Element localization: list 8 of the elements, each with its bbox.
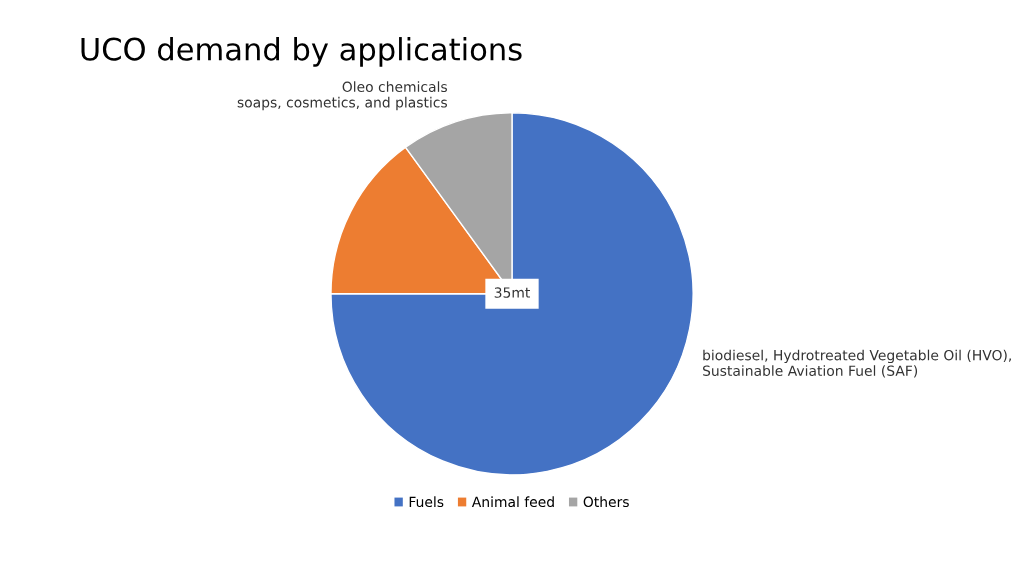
legend-label: Animal feed xyxy=(471,496,554,508)
legend-label: Fuels xyxy=(409,496,444,508)
legend-label: Others xyxy=(583,496,629,508)
pie-slice xyxy=(330,112,694,476)
text: 35mt xyxy=(494,287,530,298)
text: biodiesel, Hydrotreated Vegetable Oil (HVO), Sustainable Aviation Fuel (SAF) xyxy=(703,349,1011,378)
chart-title: UCO demand by applications xyxy=(81,37,522,67)
text: Oleo chemicals soaps, cosmetics, and plastics xyxy=(237,81,447,111)
